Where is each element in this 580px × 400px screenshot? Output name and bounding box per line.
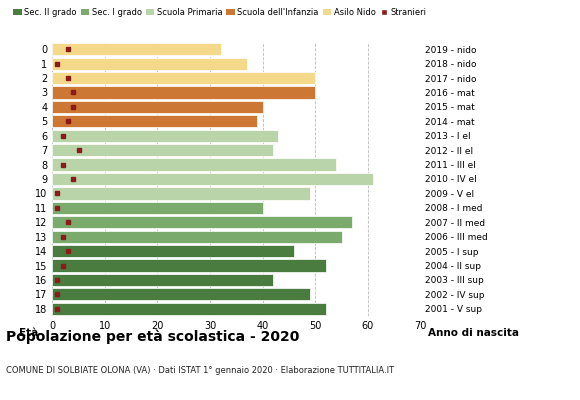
Text: Popolazione per età scolastica - 2020: Popolazione per età scolastica - 2020 [6, 330, 299, 344]
Bar [52, 274, 273, 286]
Text: Età: Età [19, 328, 38, 338]
Bar [52, 101, 263, 113]
Bar [52, 72, 316, 84]
Legend: Sec. II grado, Sec. I grado, Scuola Primaria, Scuola dell'Infanzia, Asilo Nido, : Sec. II grado, Sec. I grado, Scuola Prim… [10, 4, 430, 20]
Bar [52, 288, 310, 300]
Bar [52, 202, 263, 214]
Bar [52, 216, 352, 228]
Bar [52, 158, 336, 171]
Bar [52, 173, 373, 185]
Text: COMUNE DI SOLBIATE OLONA (VA) · Dati ISTAT 1° gennaio 2020 · Elaborazione TUTTIT: COMUNE DI SOLBIATE OLONA (VA) · Dati IST… [6, 366, 394, 375]
Bar [52, 230, 342, 243]
Bar [52, 58, 247, 70]
Bar [52, 303, 326, 315]
Bar [52, 43, 220, 55]
Bar [52, 86, 316, 99]
Bar [52, 130, 278, 142]
Text: Anno di nascita: Anno di nascita [428, 328, 519, 338]
Bar [52, 245, 294, 257]
Bar [52, 115, 258, 128]
Bar [52, 187, 310, 200]
Bar [52, 259, 326, 272]
Bar [52, 144, 273, 156]
